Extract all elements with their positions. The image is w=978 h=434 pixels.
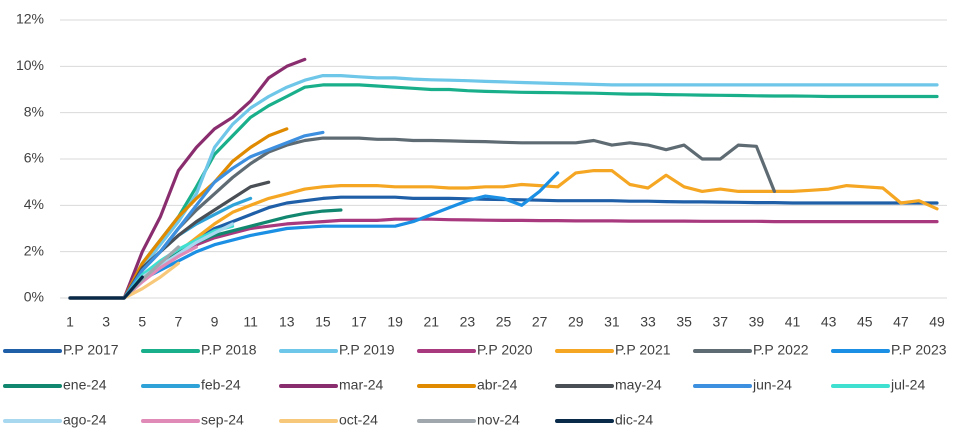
y-tick-label: 12% — [16, 11, 44, 27]
series-line — [68, 74, 939, 300]
y-tick-label: 4% — [24, 196, 44, 212]
y-tick-label: 6% — [24, 150, 44, 166]
legend-label: jun-24 — [752, 377, 792, 393]
legend-item: jul-24 — [831, 377, 925, 393]
legend-label: oct-24 — [339, 412, 378, 428]
legend-label: ene-24 — [63, 377, 107, 393]
series-line — [68, 130, 325, 300]
legend-item: P.P 2018 — [141, 342, 257, 358]
x-tick-label: 45 — [857, 314, 873, 330]
x-tick-label: 41 — [785, 314, 801, 330]
legend-item: sep-24 — [141, 412, 244, 428]
legend-label: may-24 — [615, 377, 662, 393]
x-tick-label: 37 — [712, 314, 728, 330]
x-tick-label: 39 — [749, 314, 765, 330]
legend-item: P.P 2021 — [555, 342, 671, 358]
series-line — [68, 169, 939, 300]
x-tick-label: 17 — [351, 314, 367, 330]
x-tick-label: 5 — [138, 314, 146, 330]
y-tick-label: 0% — [24, 289, 44, 305]
x-tick-label: 25 — [496, 314, 512, 330]
legend-label: P.P 2021 — [615, 342, 671, 358]
x-tick-label: 35 — [676, 314, 692, 330]
x-tick-label: 47 — [893, 314, 909, 330]
legend-item: feb-24 — [141, 377, 241, 393]
legend-item: ago-24 — [3, 412, 107, 428]
legend-item: nov-24 — [417, 412, 520, 428]
y-tick-label: 2% — [24, 242, 44, 258]
legend-label: jul-24 — [890, 377, 925, 393]
x-tick-label: 1 — [66, 314, 74, 330]
x-tick-label: 31 — [604, 314, 620, 330]
legend-label: P.P 2023 — [891, 342, 947, 358]
legend-item: jun-24 — [693, 377, 792, 393]
x-tick-label: 3 — [102, 314, 110, 330]
legend-label: nov-24 — [477, 412, 520, 428]
legend-item: dic-24 — [555, 412, 653, 428]
legend-item: oct-24 — [279, 412, 378, 428]
x-tick-label: 7 — [174, 314, 182, 330]
x-tick-label: 11 — [243, 314, 258, 330]
legend-label: P.P 2020 — [477, 342, 533, 358]
legend-item: P.P 2023 — [831, 342, 947, 358]
legend-label: mar-24 — [339, 377, 384, 393]
y-tick-label: 10% — [16, 57, 44, 73]
x-tick-label: 9 — [211, 314, 219, 330]
legend-item: may-24 — [555, 377, 662, 393]
legend-label: feb-24 — [201, 377, 241, 393]
legend-label: P.P 2017 — [63, 342, 119, 358]
legend-label: ago-24 — [63, 412, 107, 428]
x-tick-label: 33 — [640, 314, 656, 330]
series-line — [68, 83, 939, 300]
legend-item: ene-24 — [3, 377, 107, 393]
series-line — [68, 217, 939, 300]
y-tick-label: 8% — [24, 103, 44, 119]
x-tick-label: 19 — [387, 314, 403, 330]
legend-item: P.P 2017 — [3, 342, 119, 358]
legend-item: P.P 2020 — [417, 342, 533, 358]
x-tick-label: 43 — [821, 314, 837, 330]
x-tick-label: 23 — [460, 314, 476, 330]
legend-item: P.P 2019 — [279, 342, 395, 358]
x-tick-label: 29 — [568, 314, 584, 330]
legend-item: P.P 2022 — [693, 342, 809, 358]
legend-label: dic-24 — [615, 412, 653, 428]
series-line — [68, 195, 939, 300]
legend-label: P.P 2022 — [753, 342, 809, 358]
series-line — [68, 275, 144, 300]
x-tick-label: 13 — [279, 314, 295, 330]
legend-label: P.P 2019 — [339, 342, 395, 358]
x-tick-label: 27 — [532, 314, 548, 330]
x-tick-label: 15 — [315, 314, 331, 330]
legend-label: abr-24 — [477, 377, 518, 393]
legend-item: mar-24 — [279, 377, 384, 393]
series-line — [68, 245, 180, 300]
legend-item: abr-24 — [417, 377, 518, 393]
x-tick-label: 49 — [929, 314, 945, 330]
legend-label: sep-24 — [201, 412, 244, 428]
legend-label: P.P 2018 — [201, 342, 257, 358]
x-tick-label: 21 — [423, 314, 439, 330]
